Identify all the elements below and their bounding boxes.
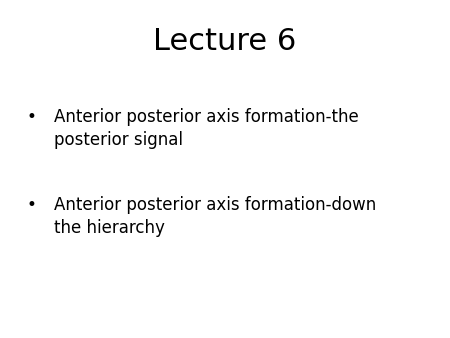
- Text: Anterior posterior axis formation-down
the hierarchy: Anterior posterior axis formation-down t…: [54, 196, 376, 237]
- Text: Lecture 6: Lecture 6: [153, 27, 297, 56]
- Text: Anterior posterior axis formation-the
posterior signal: Anterior posterior axis formation-the po…: [54, 108, 359, 149]
- Text: •: •: [27, 108, 36, 126]
- Text: •: •: [27, 196, 36, 214]
